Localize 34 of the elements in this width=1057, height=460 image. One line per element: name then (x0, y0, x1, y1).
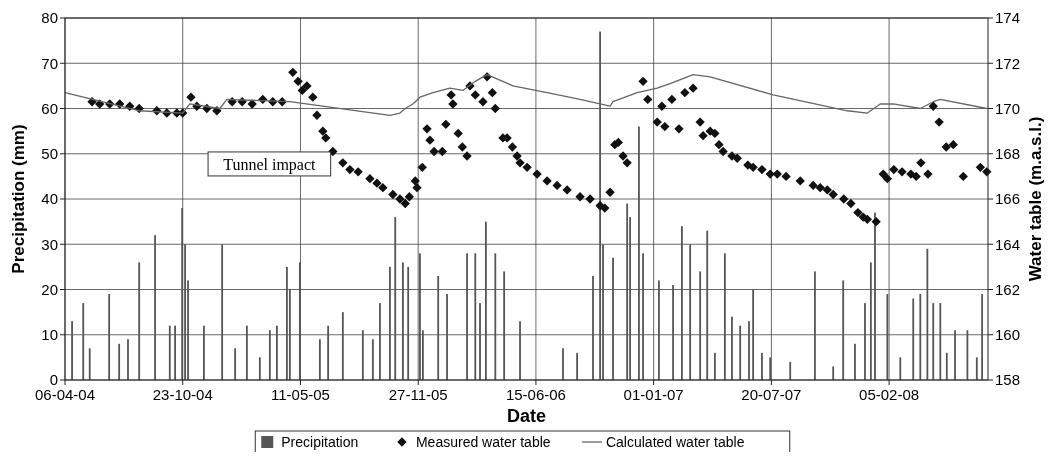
y-tick-label: 70 (41, 54, 58, 72)
y-tick-label: 80 (41, 9, 58, 27)
y2-tick-label: 172 (995, 54, 1021, 72)
y-tick-label: 20 (41, 280, 58, 298)
y-axis-title: Precipitation (mm) (9, 124, 28, 274)
x-tick-label: 20-07-07 (741, 386, 802, 403)
legend-label: Calculated water table (605, 433, 745, 450)
y2-tick-label: 170 (995, 99, 1021, 117)
y-tick-label: 40 (41, 190, 58, 208)
x-tick-label: 27-11-05 (388, 386, 448, 403)
y-tick-label: 10 (41, 326, 58, 343)
y-tick-label: 30 (41, 235, 58, 253)
y2-tick-label: 158 (995, 371, 1021, 389)
x-tick-label: 06-04-04 (34, 386, 96, 403)
x-tick-label: 01-01-07 (623, 386, 684, 403)
legend-label: Measured water table (415, 433, 551, 450)
y-tick-label: 60 (41, 99, 58, 117)
x-tick-label: 23-10-04 (152, 386, 213, 403)
x-tick-label: 15-06-06 (505, 386, 566, 403)
y-tick-label: 50 (41, 145, 58, 162)
y2-tick-label: 164 (995, 235, 1021, 253)
x-axis-title: Date (506, 406, 547, 426)
legend-label: Precipitation (281, 433, 359, 450)
y2-tick-label: 168 (995, 145, 1021, 162)
x-tick-label: 05-02-08 (859, 386, 920, 403)
line-series (64, 73, 988, 116)
y2-axis-title: Water table (m.a.s.l.) (1026, 116, 1045, 282)
y2-tick-label: 174 (995, 9, 1021, 27)
y2-tick-label: 166 (995, 190, 1021, 208)
y-tick-label: 0 (49, 371, 58, 389)
y2-tick-label: 160 (995, 326, 1021, 343)
y2-tick-label: 162 (995, 280, 1021, 298)
x-tick-label: 11-05-05 (270, 386, 330, 403)
annotation: Tunnel impact (223, 155, 317, 174)
